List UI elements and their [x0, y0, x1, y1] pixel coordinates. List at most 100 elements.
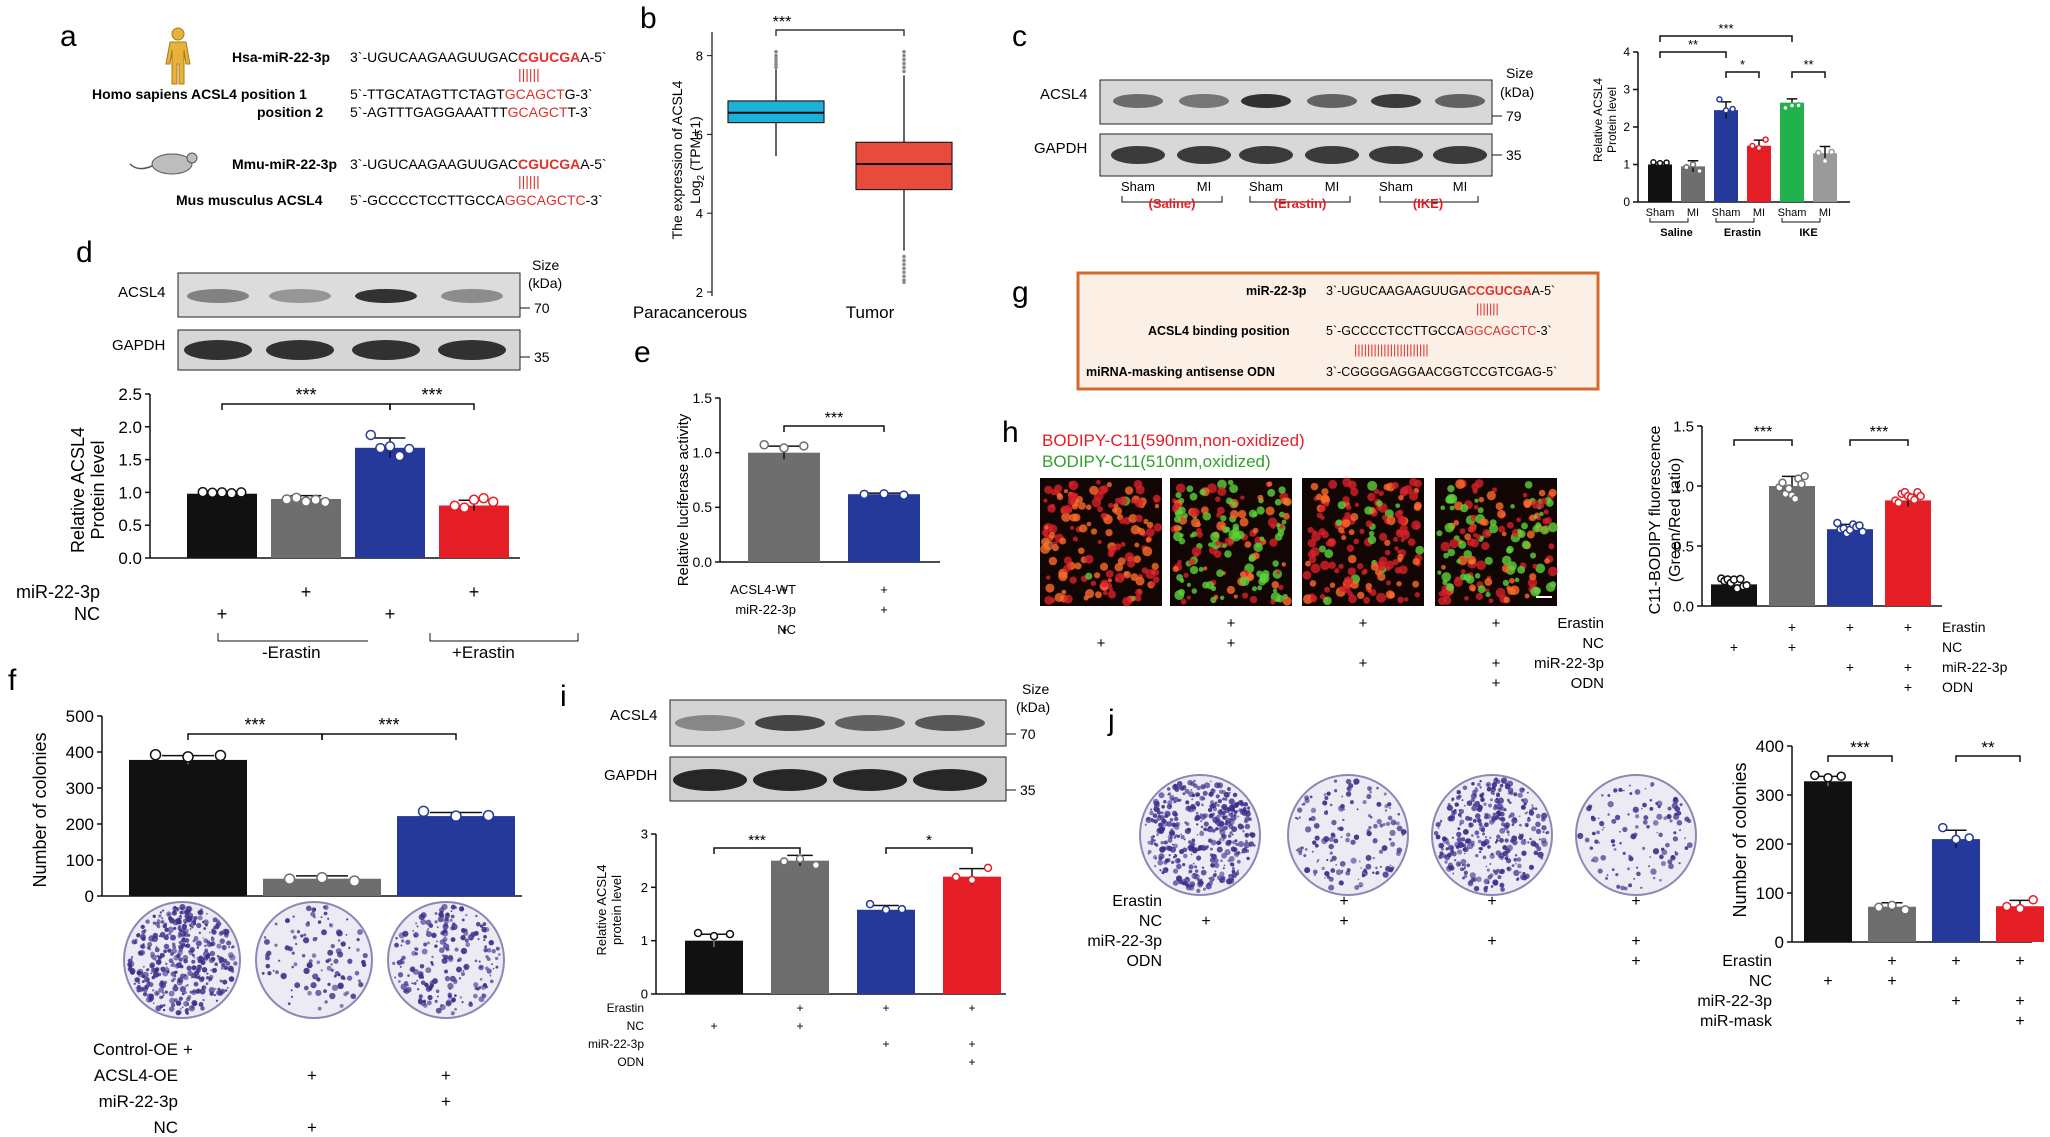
c-gapdh-band	[1305, 146, 1359, 164]
j1-colony	[1196, 888, 1201, 893]
h-cell	[1526, 530, 1535, 539]
j2-colony	[1312, 869, 1318, 875]
j3-colony	[1506, 855, 1509, 858]
h-cell	[1543, 509, 1549, 515]
j1-colony	[1180, 833, 1182, 836]
f3-colony	[458, 977, 462, 980]
h-cell	[1365, 582, 1373, 590]
j3-colony	[1498, 855, 1501, 859]
j3-colony	[1476, 835, 1480, 839]
h-cell	[1440, 541, 1451, 552]
j2-colony	[1365, 863, 1372, 870]
j1-colony	[1166, 787, 1171, 791]
h-cell	[1051, 544, 1059, 552]
j1-colony	[1153, 842, 1157, 846]
f3-colony	[416, 925, 419, 928]
j2-colony	[1396, 825, 1403, 832]
h-ylabel-line2: (Green/Red ratio)	[1667, 458, 1684, 583]
j4-colony	[1589, 846, 1594, 850]
f1-colony	[180, 946, 184, 949]
j1-colony	[1210, 839, 1217, 846]
j2-colony	[1342, 818, 1345, 822]
j1-colony	[1219, 871, 1225, 877]
j1-colony	[1171, 822, 1177, 828]
f3-colony	[448, 987, 451, 990]
j1-colony	[1159, 846, 1166, 853]
j1-colony	[1193, 779, 1196, 783]
h-microscopy-images	[1040, 477, 1558, 607]
h-cell	[1491, 487, 1498, 493]
j2-colony	[1349, 800, 1354, 805]
j4-colony	[1659, 854, 1664, 860]
j3-colony	[1494, 841, 1498, 844]
j1-colony	[1236, 810, 1239, 813]
j2-row-label: Erastin	[1722, 953, 1772, 970]
f2-colony	[295, 942, 298, 946]
j1-colony	[1203, 828, 1206, 831]
f3-colony	[475, 921, 481, 927]
h-cell	[1324, 586, 1331, 593]
h-cell	[1084, 554, 1094, 564]
j3-colony	[1495, 850, 1502, 856]
f2-colony	[313, 907, 317, 911]
j1-colony	[1194, 792, 1200, 798]
h-cell	[1407, 538, 1416, 547]
h-cell	[1337, 501, 1346, 510]
f1-colony	[209, 991, 214, 996]
i-ytick-label: 2	[641, 880, 648, 895]
j1-colony	[1213, 862, 1220, 869]
j4-colony	[1666, 814, 1672, 820]
j1-colony	[1227, 834, 1232, 838]
j1-colony	[1219, 809, 1223, 812]
f3-colony	[445, 1000, 452, 1007]
j-point	[1900, 905, 1910, 915]
j4-colony	[1686, 842, 1693, 849]
j3-colony	[1505, 858, 1512, 864]
d-gapdh-band	[438, 340, 506, 360]
j1-colony	[1147, 840, 1152, 845]
h-cell	[1464, 533, 1472, 541]
f1-colony	[206, 941, 213, 948]
h-cell	[1318, 545, 1326, 553]
j1-colony	[1182, 853, 1188, 859]
f3-colony	[401, 939, 405, 943]
h-cell	[1379, 561, 1385, 568]
j1-colony	[1214, 801, 1218, 805]
f3-colony	[450, 937, 456, 942]
h-cell	[1367, 480, 1378, 491]
h-point	[1910, 495, 1919, 505]
j3-colony	[1472, 803, 1475, 806]
j-point	[1938, 822, 1948, 833]
j3-colony	[1477, 839, 1482, 844]
b-ytick-label: 2	[696, 285, 703, 300]
j1-colony	[1186, 827, 1192, 832]
h-cell	[1530, 586, 1541, 597]
f2-colony	[267, 971, 272, 976]
f3-colony	[437, 916, 444, 923]
i-point	[967, 875, 977, 885]
h-point	[1778, 478, 1787, 487]
j1-colony	[1189, 869, 1193, 873]
h-cell	[1341, 534, 1347, 541]
d-point	[291, 492, 302, 504]
j1-colony	[1154, 865, 1157, 868]
i-row-mark: +	[710, 1019, 717, 1033]
j1-colony	[1237, 841, 1245, 848]
f3-colony	[486, 948, 492, 953]
j3-colony	[1520, 839, 1527, 845]
j3-colony	[1445, 865, 1453, 872]
h-cell	[1404, 597, 1409, 602]
f1-colony	[147, 942, 153, 947]
b-outlier	[902, 280, 906, 284]
f3-colony	[485, 985, 489, 988]
f1-colony	[202, 950, 210, 958]
j3-colony	[1518, 834, 1524, 840]
f1-colony	[180, 910, 186, 915]
j2-colony	[1375, 870, 1380, 875]
j3-colony	[1476, 876, 1482, 882]
j1-colony	[1173, 843, 1178, 849]
i-acsl4-band	[915, 715, 985, 731]
g-mir-label: miR-22-3p	[1246, 284, 1307, 298]
